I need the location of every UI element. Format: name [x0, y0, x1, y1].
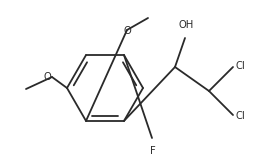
Text: F: F	[150, 146, 156, 156]
Text: Cl: Cl	[236, 111, 246, 121]
Text: OH: OH	[178, 20, 194, 30]
Text: O: O	[43, 72, 51, 82]
Text: Cl: Cl	[236, 61, 246, 71]
Text: O: O	[123, 26, 131, 36]
